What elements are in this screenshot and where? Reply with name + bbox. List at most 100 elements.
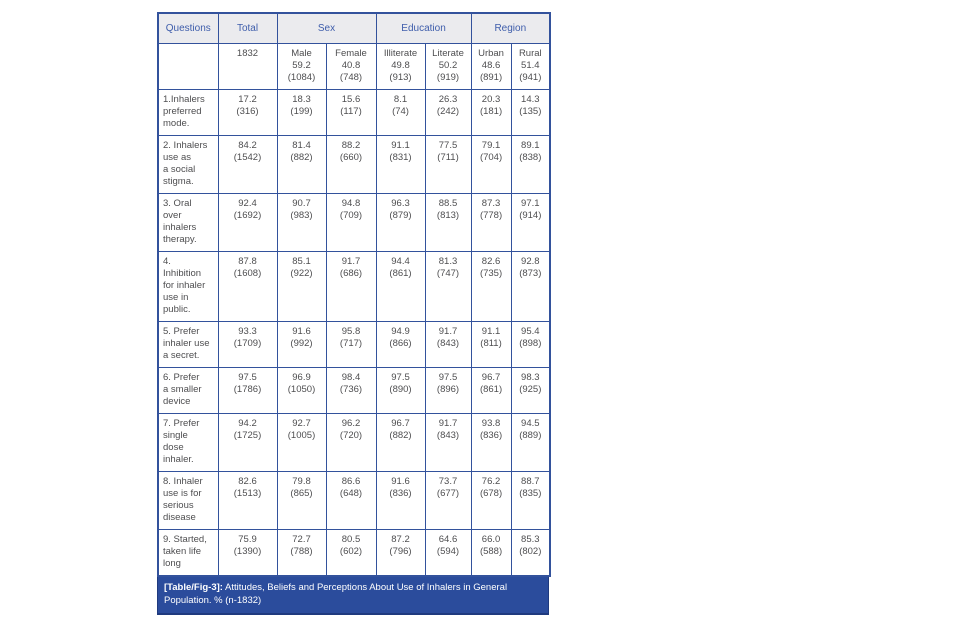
count-value: (748) xyxy=(339,72,363,83)
subheader-literate: Literate 50.2 (919) xyxy=(424,43,472,90)
table-row: 5. Prefer inhaler use a secret. 93.3 (1709… xyxy=(157,321,551,368)
subheader-label: Male xyxy=(291,48,312,59)
question-cell: 7. Prefer single dose inhaler. xyxy=(157,413,219,472)
count-value: (135) xyxy=(519,106,542,117)
percent-value: 94.9 xyxy=(391,326,410,337)
header-group-row: Questions Total Sex Education Region xyxy=(157,12,551,44)
subheader-row: 1832 Male 59.2 (1084) Female 40.8 (748) … xyxy=(157,43,551,90)
percent-value: 18.3 xyxy=(292,94,311,105)
value-cell: 95.8 (717) xyxy=(325,321,377,368)
count-value: (709) xyxy=(339,210,363,221)
percent-value: 87.8 xyxy=(238,256,257,267)
count-value: (896) xyxy=(436,384,460,395)
count-value: (879) xyxy=(389,210,412,221)
value-cell: 75.9 (1390) xyxy=(217,529,278,577)
col-header-questions: Questions xyxy=(157,12,219,44)
percent-value: 94.8 xyxy=(341,198,361,209)
value-cell: 96.7 (882) xyxy=(375,413,426,472)
value-cell: 66.0 (588) xyxy=(470,529,512,577)
percent-value: 14.3 xyxy=(521,94,540,105)
value-cell: 26.3 (242) xyxy=(424,89,472,136)
percent-value: 96.7 xyxy=(481,372,501,383)
count-value: (835) xyxy=(519,488,542,499)
count-value: (747) xyxy=(436,268,460,279)
value-cell: 97.5 (890) xyxy=(375,367,426,414)
count-value: (711) xyxy=(437,152,459,163)
count-value: (889) xyxy=(519,430,542,441)
value-cell: 91.7 (843) xyxy=(424,413,472,472)
table-caption: [Table/Fig-3]: Attitudes, Beliefs and Pe… xyxy=(157,577,549,615)
value-cell: 14.3 (135) xyxy=(510,89,551,136)
percent-value: 17.2 xyxy=(238,94,257,105)
percent-value: 79.1 xyxy=(481,140,501,151)
value-cell: 90.7 (983) xyxy=(276,193,327,252)
subheader-total-n: 1832 xyxy=(217,43,278,90)
count-value: (686) xyxy=(339,268,363,279)
percent-value: 79.8 xyxy=(292,476,311,487)
percent-value: 59.2 xyxy=(292,60,311,71)
count-value: (913) xyxy=(389,72,412,83)
value-cell: 85.3 (802) xyxy=(510,529,551,577)
caption-label: [Table/Fig-3]: xyxy=(164,582,223,593)
value-cell: 88.7 (835) xyxy=(510,471,551,530)
percent-value: 87.2 xyxy=(391,534,410,545)
percent-value: 91.7 xyxy=(341,256,361,267)
percent-value: 64.6 xyxy=(438,534,458,545)
table-row: 7. Prefer single dose inhaler. 94.2 (1725)… xyxy=(157,413,551,472)
percent-value: 97.5 xyxy=(391,372,410,383)
percent-value: 87.3 xyxy=(481,198,501,209)
count-value: (736) xyxy=(339,384,363,395)
percent-value: 97.5 xyxy=(438,372,458,383)
percent-value: 88.7 xyxy=(521,476,540,487)
value-cell: 18.3 (199) xyxy=(276,89,327,136)
value-cell: 87.8 (1608) xyxy=(217,251,278,322)
count-value: (1005) xyxy=(287,430,316,441)
count-value: (788) xyxy=(290,546,313,557)
count-value: (890) xyxy=(389,384,412,395)
count-value: (861) xyxy=(479,384,503,395)
value-cell: 94.5 (889) xyxy=(510,413,551,472)
percent-value: 95.8 xyxy=(341,326,361,337)
question-cell: 9. Started, taken life long xyxy=(157,529,219,577)
value-cell: 93.3 (1709) xyxy=(217,321,278,368)
value-cell: 96.9 (1050) xyxy=(276,367,327,414)
count-value: (813) xyxy=(436,210,460,221)
value-cell: 77.5 (711) xyxy=(424,135,472,194)
percent-value: 95.4 xyxy=(521,326,540,337)
percent-value: 73.7 xyxy=(438,476,458,487)
count-value: (811) xyxy=(480,338,502,349)
value-cell: 91.1 (831) xyxy=(375,135,426,194)
percent-value: 93.8 xyxy=(481,418,501,429)
value-cell: 91.6 (836) xyxy=(375,471,426,530)
count-value: (735) xyxy=(479,268,503,279)
count-value: (1786) xyxy=(233,384,262,395)
count-value: (919) xyxy=(436,72,460,83)
subheader-male: Male 59.2 (1084) xyxy=(276,43,327,90)
count-value: (898) xyxy=(519,338,542,349)
count-value: (873) xyxy=(519,268,542,279)
count-value: (678) xyxy=(479,488,503,499)
percent-value: 93.3 xyxy=(238,326,257,337)
value-cell: 91.6 (992) xyxy=(276,321,327,368)
percent-value: 86.6 xyxy=(341,476,361,487)
value-cell: 96.3 (879) xyxy=(375,193,426,252)
percent-value: 92.4 xyxy=(238,198,257,209)
value-cell: 94.2 (1725) xyxy=(217,413,278,472)
count-value: (778) xyxy=(479,210,503,221)
count-value: (882) xyxy=(290,152,313,163)
percent-value: 94.4 xyxy=(391,256,410,267)
percent-value: 26.3 xyxy=(438,94,458,105)
percent-value: 51.4 xyxy=(521,60,540,71)
percent-value: 85.3 xyxy=(521,534,540,545)
value-cell: 91.7 (686) xyxy=(325,251,377,322)
count-value: (843) xyxy=(436,338,460,349)
value-cell: 20.3 (181) xyxy=(470,89,512,136)
count-value: (594) xyxy=(436,546,460,557)
count-value: (1725) xyxy=(233,430,262,441)
percent-value: 20.3 xyxy=(481,94,501,105)
count-value: (660) xyxy=(339,152,363,163)
value-cell: 91.1 (811) xyxy=(470,321,512,368)
subheader-label: Literate xyxy=(432,48,464,59)
subheader-urban: Urban 48.6 (891) xyxy=(470,43,512,90)
count-value: (866) xyxy=(389,338,412,349)
